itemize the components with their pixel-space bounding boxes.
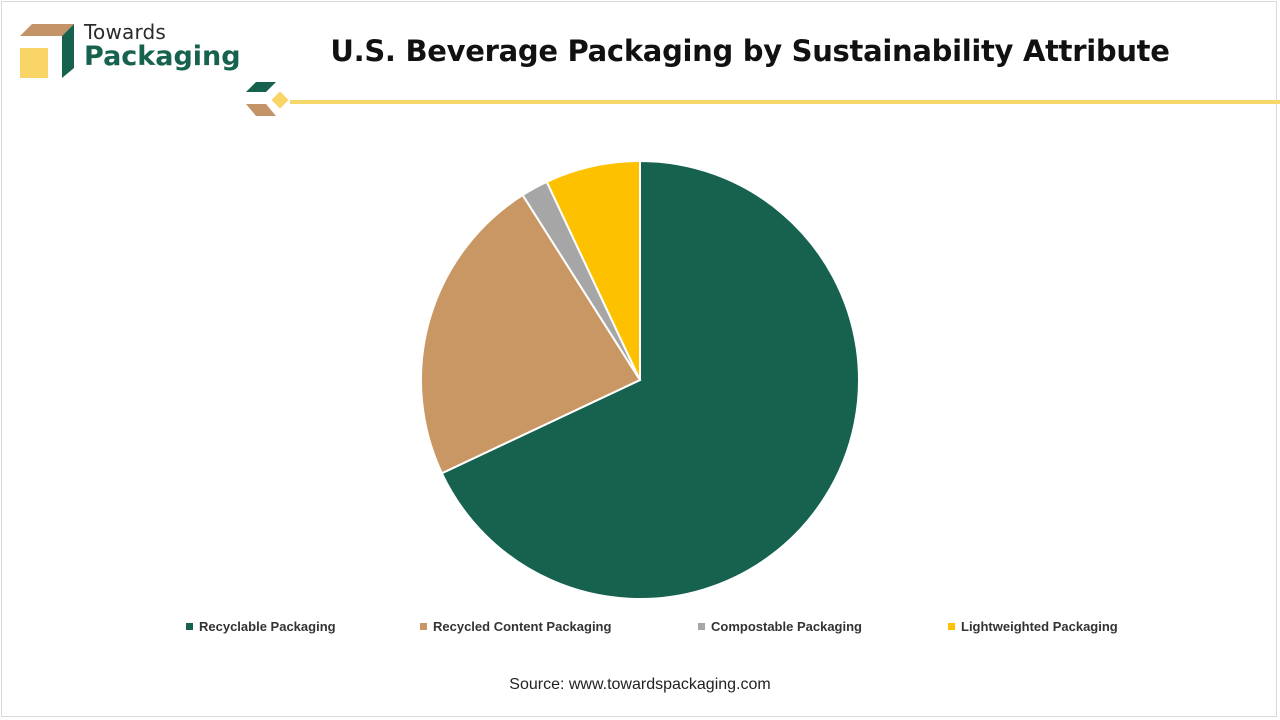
legend-item: Recyclable Packaging — [186, 619, 336, 634]
title-underline — [290, 100, 1280, 104]
legend-item: Recycled Content Packaging — [420, 619, 611, 634]
brand-name-line1: Towards — [84, 20, 167, 44]
legend-swatch — [698, 623, 705, 630]
page-title: U.S. Beverage Packaging by Sustainabilit… — [330, 34, 1170, 68]
package-box-icon — [20, 24, 74, 78]
legend-label: Lightweighted Packaging — [961, 619, 1118, 634]
legend-swatch — [420, 623, 427, 630]
brand-name-line2: Packaging — [84, 41, 241, 72]
legend-label: Recyclable Packaging — [199, 619, 336, 634]
legend-label: Compostable Packaging — [711, 619, 862, 634]
legend-swatch — [186, 623, 193, 630]
pie-slice-recyclable-packaging — [440, 159, 860, 600]
pie-slice-recycled-content-packaging — [420, 193, 642, 475]
chart-legend: Recyclable Packaging Recycled Content Pac… — [0, 619, 1280, 639]
legend-item: Lightweighted Packaging — [948, 619, 1118, 634]
diamond-divider-icon — [246, 82, 292, 116]
brand-logo — [16, 20, 236, 84]
pie-slice-lightweighted-packaging — [545, 159, 641, 381]
legend-label: Recycled Content Packaging — [433, 619, 612, 634]
legend-swatch — [948, 623, 955, 630]
source-note: Source: www.towardspackaging.com — [509, 676, 771, 693]
legend-item: Compostable Packaging — [698, 619, 862, 634]
